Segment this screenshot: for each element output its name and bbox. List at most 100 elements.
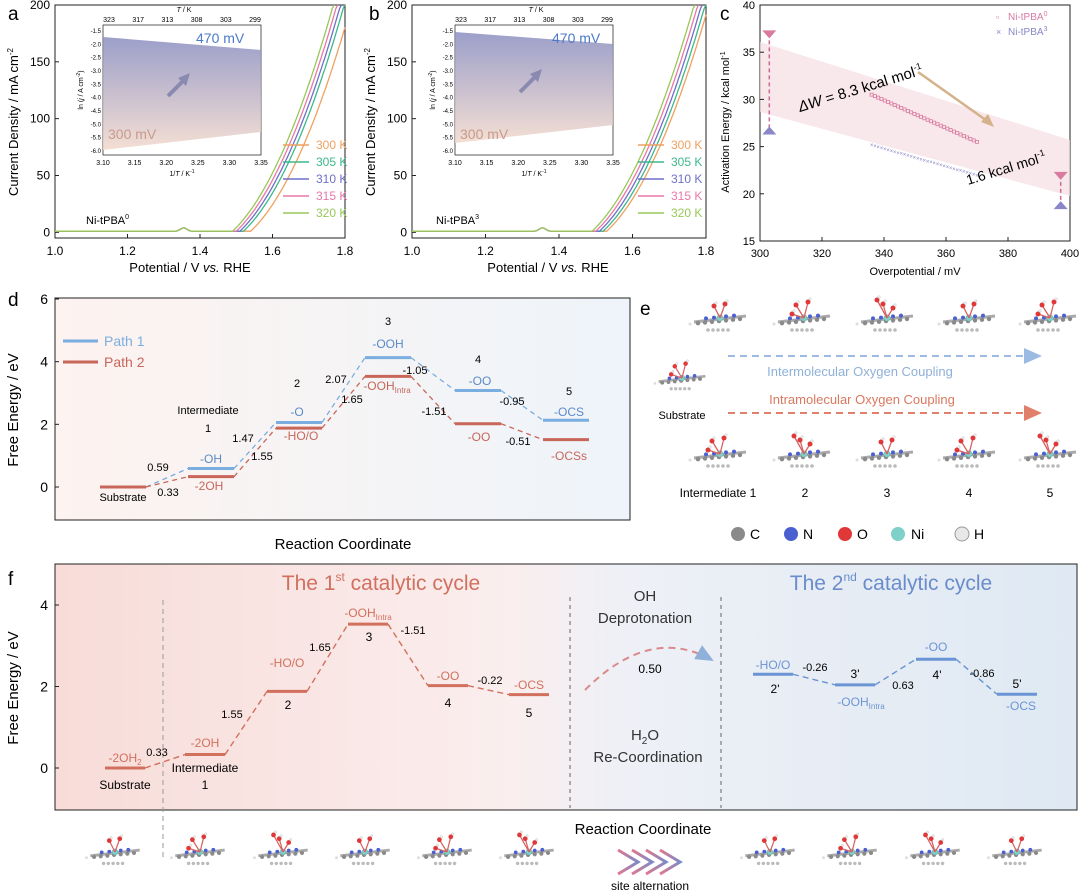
atom-o	[791, 433, 797, 439]
atom-h	[359, 836, 363, 840]
panel-a: a 0 50 100 150 200 1.0 1.2 1.4 1.6 1.8 Current D…	[6, 0, 354, 275]
panel-d-substrate: Substrate	[99, 492, 146, 504]
atom-c	[450, 852, 455, 857]
x-tick-label: 1.0	[404, 244, 421, 258]
connector	[955, 658, 998, 695]
atom-c	[120, 861, 125, 866]
panel-a-y-ticks: 0 50 100 150 200	[30, 0, 59, 239]
scatter-point: ×	[873, 144, 877, 150]
atom-n	[899, 449, 903, 454]
atom-o	[201, 834, 207, 840]
atom-o	[1035, 311, 1041, 317]
atom-c	[888, 464, 892, 468]
cycle1-step: 1.65	[309, 642, 330, 654]
scatter-point: ×	[955, 168, 959, 174]
atom-h	[881, 437, 885, 441]
bond	[851, 836, 857, 853]
atom-c	[883, 328, 887, 332]
inset-y-tick: -3.5	[91, 82, 102, 88]
panel-c-letter: c	[720, 4, 730, 25]
atom-c	[1060, 317, 1066, 322]
atom-c	[532, 852, 537, 857]
x-tick-label: 1.0	[47, 244, 64, 258]
atom-c	[288, 861, 293, 866]
atom-n	[184, 850, 189, 855]
scatter-point: ×	[932, 161, 936, 167]
atom-h	[417, 856, 420, 860]
panel-b-legend: 300 K 305 K 310 K 315 K 320 K	[638, 138, 702, 220]
atom-o	[705, 447, 711, 453]
atom-c	[756, 861, 761, 866]
atom-c	[106, 861, 111, 866]
cycle1-label: -OO	[437, 669, 460, 683]
atom-n	[368, 848, 373, 853]
atom-c	[381, 850, 387, 856]
connector	[145, 476, 189, 488]
legend-label: 315 K	[671, 189, 702, 203]
y-tick-label: 2	[40, 416, 48, 432]
atom-h	[712, 436, 716, 440]
atom-c	[448, 861, 452, 866]
atom-c	[893, 464, 897, 468]
atom-h	[937, 458, 941, 462]
inset-bottom-tick: 3.15	[480, 160, 494, 167]
atom-n	[126, 847, 131, 852]
y-tick-label: 25	[743, 142, 755, 154]
atom-n	[808, 314, 812, 319]
atom-c	[266, 854, 271, 859]
path2-label: -OCSs	[551, 449, 587, 463]
atom-h	[708, 445, 712, 449]
atom-ni-swatch	[891, 527, 905, 541]
atom-n	[712, 315, 716, 320]
path2-step: 1.55	[251, 451, 272, 463]
atom-c	[795, 328, 799, 332]
atom-c	[1053, 318, 1059, 323]
atom-o	[880, 301, 886, 307]
panel-a-x-ticks: 1.0 1.2 1.4 1.6 1.8	[47, 234, 354, 258]
legend-label: 320 K	[316, 206, 347, 220]
panel-d-num-intermediate: Intermediate	[177, 405, 238, 417]
atom-c	[786, 850, 792, 856]
chevron-icon-2	[631, 848, 655, 876]
atom-c	[897, 317, 903, 322]
atom-h	[1018, 458, 1022, 462]
atom-c	[269, 861, 274, 866]
atom-c	[274, 861, 279, 866]
atom-c	[520, 861, 525, 866]
scatter-point: ×	[962, 170, 966, 176]
panel-e-label-4: 4	[966, 486, 973, 500]
atom-c	[660, 380, 665, 385]
panel-c-frame	[759, 4, 1071, 242]
scatter-point: ×	[939, 163, 943, 169]
atom-c	[869, 456, 875, 461]
atom-c	[131, 850, 137, 856]
atom-c	[698, 376, 702, 381]
atom-c	[790, 328, 794, 332]
atom-c	[958, 455, 964, 460]
atom-c	[737, 452, 743, 458]
panel-d-diagram: -OH-O-OOH-OO-OCS-2OH-HO/O-OOHIntra-OO-OC…	[100, 337, 589, 499]
atom-c	[723, 454, 729, 459]
connector	[410, 375, 456, 425]
scatter-point: ×	[929, 160, 933, 166]
panel-e-label-1: Intermediate 1	[680, 486, 757, 500]
legend-label-1: Ni-tPBA3	[1008, 26, 1048, 38]
atom-c	[904, 316, 910, 322]
inset-ylabel: ln (j / A cm-2)	[76, 70, 85, 109]
cycle2-label: -HO/O	[756, 658, 791, 672]
atom-c	[921, 861, 926, 866]
atom-c	[1033, 850, 1039, 856]
atom-h	[957, 445, 961, 449]
panel-f-substrate: Substrate	[99, 778, 151, 792]
atom-c	[925, 853, 930, 858]
bond	[968, 437, 974, 455]
atom-n	[704, 316, 708, 321]
atom-n-swatch	[784, 527, 798, 541]
inset-y-tick: -4.0	[91, 96, 102, 102]
chevron-icon-3	[645, 848, 669, 876]
atom-c	[1046, 464, 1050, 468]
atom-legend: C N O Ni H	[731, 526, 984, 542]
atom-n	[450, 848, 455, 853]
chevron-icon-1	[617, 848, 641, 876]
atom-c	[711, 328, 715, 332]
